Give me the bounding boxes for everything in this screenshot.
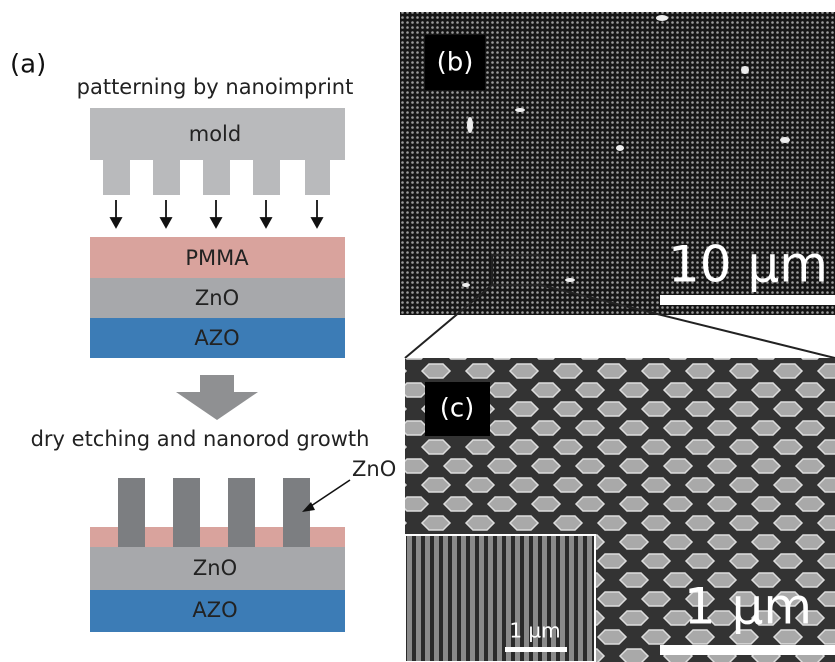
scale-bar <box>660 295 835 305</box>
layer-label: AZO <box>192 598 237 622</box>
layer-label: ZnO <box>193 556 237 580</box>
panel-b: (b) 10 µm <box>400 12 835 315</box>
pointer <box>308 480 350 508</box>
panel-label: (a) <box>10 50 46 80</box>
panel-c: (c) 1 µm 1 µm <box>405 358 835 662</box>
inset-scale-bar <box>505 647 567 652</box>
layer-label: PMMA <box>185 246 249 270</box>
press-arrows <box>111 200 322 227</box>
mold-label: mold <box>189 122 241 146</box>
inset-scale-label: 1 µm <box>509 619 560 643</box>
inset-image <box>405 535 595 662</box>
panel-a: (a) patterning by nanoimprint mold PMMA … <box>10 50 396 633</box>
figure: (a) patterning by nanoimprint mold PMMA … <box>0 0 835 662</box>
panel-label: (b) <box>437 48 474 78</box>
process-arrow <box>176 375 258 420</box>
scale-label: 1 µm <box>684 578 812 636</box>
layer-label: ZnO <box>195 286 239 310</box>
panel-label: (c) <box>440 394 475 424</box>
step-caption: dry etching and nanorod growth <box>31 427 370 451</box>
rod-label: ZnO <box>352 457 396 481</box>
scale-bar <box>660 645 835 655</box>
step-caption: patterning by nanoimprint <box>77 75 354 99</box>
layer-label: AZO <box>194 326 239 350</box>
scale-label: 10 µm <box>668 236 828 294</box>
